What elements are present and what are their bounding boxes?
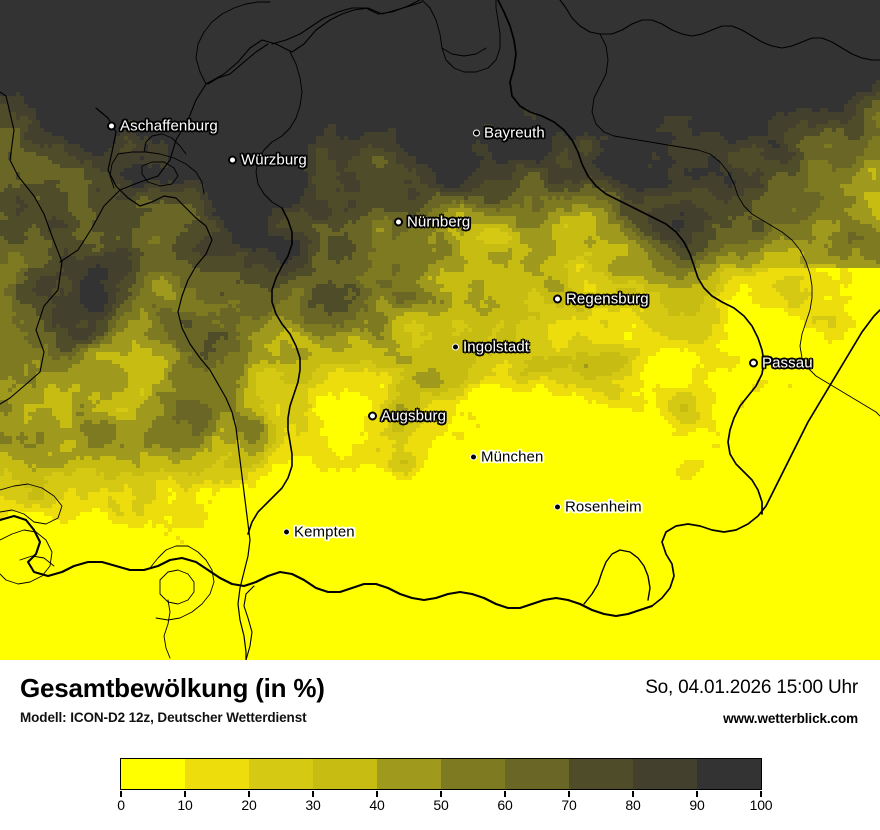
city-label: München [481,448,544,466]
city-dot-icon [107,121,116,131]
city-marker-ingolstadt[interactable]: Ingolstadt [452,339,529,356]
city-marker-augsburg[interactable]: Augsburg [368,408,446,425]
colorbar-tick-label: 30 [305,797,321,813]
site-url: www.wetterblick.com [723,711,858,726]
colorbar-band-70-80 [569,759,633,789]
colorbar-band-50-60 [441,759,505,789]
city-dot-icon [228,155,237,165]
colorbar-band-10-20 [185,759,249,789]
colorbar-tick [696,791,698,797]
colorbar-tick-label: 70 [561,797,577,813]
city-dot-icon [749,358,758,368]
colorbar-tick-label: 60 [497,797,513,813]
city-dot-icon [452,343,459,351]
city-label: Ingolstadt [463,338,530,356]
colorbar-tick [568,791,570,797]
city-dot-icon [553,294,562,304]
colorbar-tick-label: 50 [433,797,449,813]
colorbar-tick [248,791,250,797]
city-label: Aschaffenburg [120,117,218,135]
colorbar-tick [312,791,314,797]
colorbar-gradient [120,758,762,790]
city-marker-bayreuth[interactable]: Bayreuth [473,125,545,142]
city-marker-mnchen[interactable]: München [470,449,543,466]
city-marker-aschaffenburg[interactable]: Aschaffenburg [107,118,218,135]
map-panel[interactable]: Aschaffenburg Würzburg Bayreuth Nürnberg Reg… [0,0,880,660]
colorbar-tick [760,791,762,797]
city-label: Regensburg [566,290,649,308]
city-dot-icon [470,453,477,461]
colorbar-tick-label: 20 [241,797,257,813]
city-dot-icon [368,411,377,421]
city-label: Nürnberg [407,213,471,231]
colorbar-tick [632,791,634,797]
colorbar-band-20-30 [249,759,313,789]
colorbar-tick [184,791,186,797]
colorbar-tick-label: 90 [689,797,705,813]
city-label: Passau [762,354,813,372]
city-label: Kempten [294,523,355,541]
city-marker-rosenheim[interactable]: Rosenheim [554,499,642,516]
colorbar-tick [120,791,122,797]
colorbar-tick-label: 80 [625,797,641,813]
footer-panel: Gesamtbewölkung (in %) Modell: ICON-D2 1… [0,660,880,830]
city-marker-regensburg[interactable]: Regensburg [553,291,649,308]
colorbar-band-30-40 [313,759,377,789]
colorbar-tick-label: 40 [369,797,385,813]
city-marker-wrzburg[interactable]: Würzburg [228,152,307,169]
city-label: Bayreuth [484,124,545,142]
colorbar-tick-label: 100 [749,797,773,813]
colorbar: 0 10 20 30 40 50 60 70 80 90 100 [117,758,773,813]
colorbar-tick [376,791,378,797]
colorbar-band-90-100 [697,759,761,789]
city-dot-icon [554,503,561,511]
colorbar-ticks [120,791,763,797]
city-label: Würzburg [241,151,307,169]
colorbar-tick [504,791,506,797]
cloud-cover-raster [0,0,880,660]
city-label: Augsburg [381,407,447,425]
city-marker-kempten[interactable]: Kempten [283,524,355,541]
city-dot-icon [473,129,480,137]
colorbar-band-0-10 [121,759,185,789]
colorbar-band-80-90 [633,759,697,789]
city-labels-overlay: Aschaffenburg Würzburg Bayreuth Nürnberg Reg… [107,118,813,541]
city-marker-nrnberg[interactable]: Nürnberg [394,214,470,231]
colorbar-tick [440,791,442,797]
valid-timestamp: So, 04.01.2026 15:00 Uhr [645,677,858,698]
colorbar-band-40-50 [377,759,441,789]
colorbar-tick-label: 10 [177,797,193,813]
city-dot-icon [394,217,403,227]
colorbar-tick-labels: 0 10 20 30 40 50 60 70 80 90 100 [117,797,772,817]
political-borders-overlay [0,0,880,660]
colorbar-band-60-70 [505,759,569,789]
model-subtitle: Modell: ICON-D2 12z, Deutscher Wetterdie… [20,710,307,725]
city-marker-passau[interactable]: Passau [749,355,813,372]
colorbar-tick-label: 0 [117,797,125,813]
page-title: Gesamtbewölkung (in %) [20,673,325,703]
city-dot-icon [283,528,290,536]
city-label: Rosenheim [565,498,642,516]
